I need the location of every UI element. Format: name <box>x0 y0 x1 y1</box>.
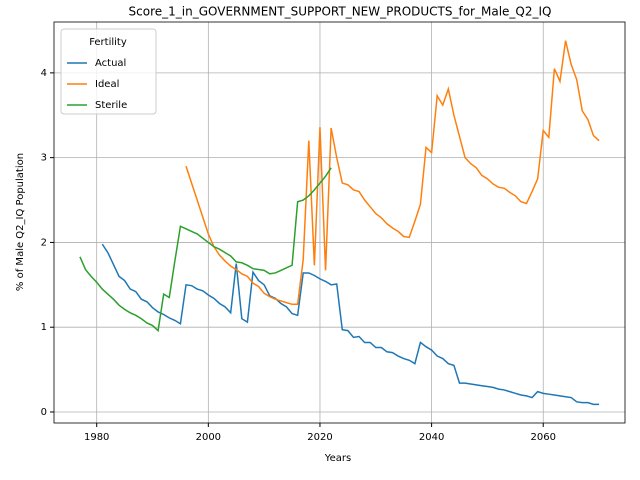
x-tick-label: 2020 <box>307 432 332 443</box>
series-line <box>79 167 332 333</box>
x-tick-label: 2000 <box>196 432 221 443</box>
y-tick-label: 1 <box>41 322 47 333</box>
x-axis-label: Years <box>324 453 351 464</box>
chart-title: Score_1_in_GOVERNMENT_SUPPORT_NEW_PRODUC… <box>129 5 552 19</box>
y-axis-label: % of Male Q2_IQ Population <box>15 153 26 291</box>
legend-label: Actual <box>95 58 126 69</box>
y-tick-label: 0 <box>41 407 47 418</box>
x-tick-label: 1980 <box>84 432 109 443</box>
legend-label: Ideal <box>95 79 119 90</box>
y-tick-label: 3 <box>41 153 47 164</box>
legend-title: Fertility <box>89 37 127 48</box>
series-line <box>101 243 600 406</box>
y-tick-label: 2 <box>41 237 47 248</box>
legend-label: Sterile <box>95 100 127 111</box>
legend-box <box>60 28 157 115</box>
series-line <box>185 40 600 306</box>
plot-frame <box>53 21 626 424</box>
x-tick-label: 2040 <box>419 432 444 443</box>
x-tick-label: 2060 <box>531 432 556 443</box>
y-tick-label: 4 <box>41 68 47 79</box>
